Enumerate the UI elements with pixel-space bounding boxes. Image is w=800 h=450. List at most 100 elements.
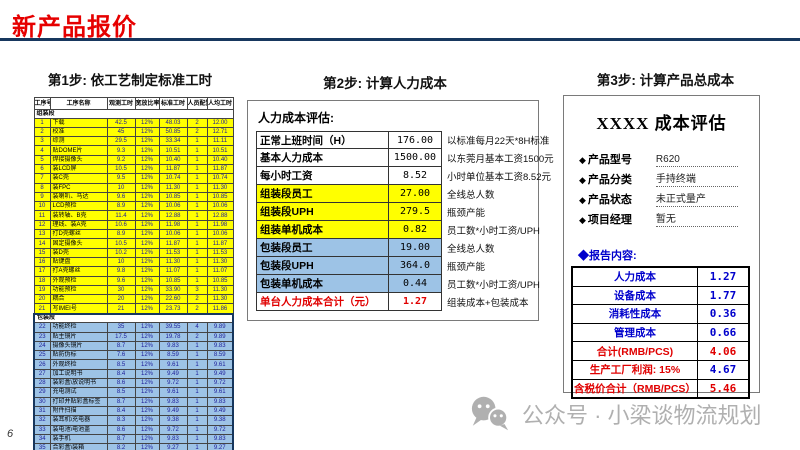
cost-row: 设备成本 1.77: [571, 285, 750, 306]
process-value: 10.06: [206, 201, 234, 212]
process-value: 1: [186, 340, 208, 352]
process-value: 12.88: [206, 210, 234, 221]
field-label: 产品分类: [587, 174, 632, 186]
page-number: 6: [7, 428, 14, 440]
process-value: 12%: [134, 443, 160, 450]
process-value: 42.5: [106, 117, 136, 128]
process-value: 12%: [134, 229, 160, 240]
process-value: 2: [186, 331, 208, 342]
watermark: 公众号 · 小梁谈物流规划: [468, 395, 762, 433]
process-value: 9.27: [206, 443, 234, 450]
process-value: 12%: [134, 275, 160, 286]
field-label: 产品型号: [587, 154, 632, 166]
process-value: 12%: [134, 377, 160, 389]
process-value: 1: [186, 415, 208, 426]
labor-note: 以标准每月22天*8H标准: [447, 136, 550, 147]
process-value: 8.2: [106, 443, 136, 450]
step1-heading: 第1步: 依工艺制定标准工时: [47, 73, 213, 88]
process-value: 1: [186, 396, 208, 407]
process-value: 11.87: [206, 163, 234, 175]
labor-label: 包装段员工: [257, 239, 389, 256]
labor-note: 瓶颈产能: [447, 208, 486, 219]
field-label: 产品状态: [587, 194, 632, 206]
process-value: 30: [33, 396, 51, 407]
process-name: 贴键盘: [49, 256, 108, 268]
process-value: 9.38: [158, 415, 188, 426]
process-value: 33.34: [158, 136, 188, 147]
process-value: 9.6: [106, 191, 136, 203]
process-value: 1: [186, 387, 208, 398]
process-value: 25: [33, 350, 51, 361]
labor-value: 27.00: [389, 185, 442, 202]
process-value: 12%: [134, 284, 160, 296]
process-value: 2: [33, 126, 51, 138]
labor-note: 员工数*小时工资/UPH: [447, 280, 540, 291]
process-value: 14: [33, 238, 51, 249]
process-value: 8.59: [206, 350, 234, 361]
process-col-header: 人均工时: [206, 97, 234, 110]
step3-heading: 第3步: 计算产品总成本: [596, 73, 735, 88]
labor-note: 全线总人数: [447, 244, 495, 255]
process-time-table: 工序号工序名称观测工时宽放比率标准工时人员配置人均工时 组装段1下载42.512…: [33, 97, 234, 450]
process-value: 12%: [134, 163, 160, 175]
process-value: 21: [106, 303, 136, 315]
process-value: 8.4: [106, 368, 136, 380]
process-value: 10.40: [158, 154, 188, 166]
process-value: 9.83: [158, 433, 188, 445]
process-value: 1: [186, 368, 208, 380]
process-name: 固定摄像头: [49, 238, 108, 249]
total-cost-panel: XXXX 成本评估 ◆ 产品型号 R620 ◆ 产品分类 手持终端 ◆ 产品状态 未正式量产 ◆ 项…: [563, 95, 760, 400]
cost-label: 生产工厂利润: 15%: [571, 359, 698, 380]
process-value: 12%: [134, 145, 160, 156]
labor-row: 组装单机成本 0.82 员工数*小时工资/UPH: [256, 221, 540, 239]
labor-value: 364.0: [389, 257, 442, 274]
cost-value: 0.66: [696, 322, 750, 343]
process-value: 9.83: [158, 396, 188, 407]
process-name: 装手机: [49, 433, 108, 445]
process-name: 打印并贴彩盒标签: [49, 396, 108, 407]
process-value: 9.49: [206, 368, 234, 380]
process-value: 12%: [134, 405, 160, 417]
process-value: 9.6: [106, 275, 136, 286]
process-value: 12%: [134, 136, 160, 147]
process-value: 17.5: [106, 331, 136, 342]
cost-label: 含税价合计（RMB/PCS）: [571, 378, 698, 399]
process-table-header: 工序号工序名称观测工时宽放比率标准工时人员配置人均工时: [33, 97, 234, 110]
process-name: 校准: [49, 126, 108, 138]
process-value: 1: [186, 191, 208, 203]
process-col-header: 标准工时: [158, 97, 188, 110]
process-value: 10: [33, 201, 51, 212]
process-value: 8.3: [106, 415, 136, 426]
section-label: 组装段: [33, 109, 234, 119]
product-field: ◆ 项目经理 暂无: [564, 207, 759, 227]
cost-row: 消耗性成本 0.36: [571, 304, 750, 324]
process-value: 11.98: [206, 219, 234, 231]
process-value: 12%: [134, 256, 160, 268]
process-value: 7: [33, 173, 51, 184]
process-value: 12.71: [206, 126, 234, 138]
process-value: 3: [186, 284, 208, 296]
process-value: 15: [33, 247, 51, 258]
process-value: 9.89: [206, 331, 234, 342]
process-value: 12%: [134, 322, 160, 333]
process-value: 12%: [134, 247, 160, 258]
process-value: 12%: [134, 201, 160, 212]
process-value: 12%: [134, 303, 160, 315]
cost-label: 设备成本: [571, 285, 698, 306]
product-field: ◆ 产品型号 R620: [564, 147, 759, 167]
process-value: 24: [33, 340, 51, 352]
process-value: 1: [186, 433, 208, 445]
process-value: 33.90: [158, 284, 188, 296]
process-value: 8: [33, 182, 51, 193]
process-value: 12%: [134, 266, 160, 277]
cost-row: 管理成本 0.66: [571, 322, 750, 343]
page-title: 新产品报价: [12, 14, 137, 41]
labor-label: 组装单机成本: [257, 221, 389, 238]
labor-value: 279.5: [389, 203, 442, 220]
labor-row: 基本人力成本 1500.00 以东莞月基本工资1500元: [256, 149, 554, 167]
cost-summary-table: 人力成本 1.27 设备成本 1.77 消耗性成本 0.36 管理成本 0.66 合计(RMB/…: [571, 266, 750, 400]
process-value: 8.9: [106, 201, 136, 212]
labor-row: 包装段UPH 364.0 瓶颈产能: [256, 257, 538, 275]
process-value: 23.73: [158, 303, 188, 315]
process-value: 1: [186, 229, 208, 240]
